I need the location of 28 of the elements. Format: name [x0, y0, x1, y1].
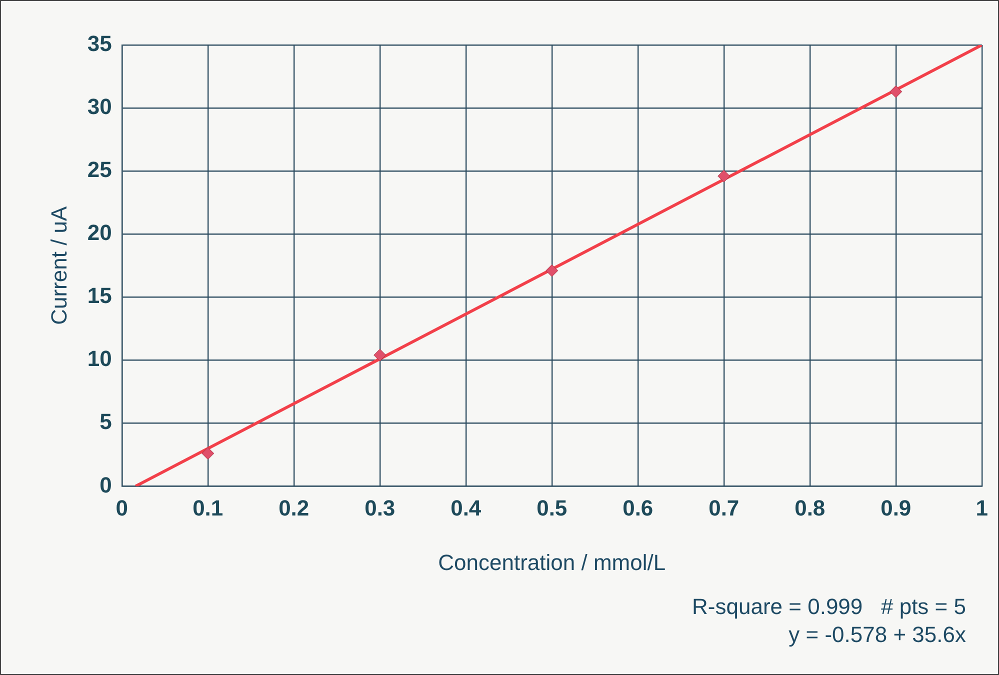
point	[374, 348, 386, 362]
text: R-square = 0.999 # pts = 5	[692, 593, 966, 621]
x-tick-label: 1	[976, 495, 988, 520]
y-tick-label: 15	[87, 283, 112, 308]
x-tick-label: 0.7	[708, 495, 740, 520]
x-tick-label: 0.8	[794, 495, 826, 520]
point	[546, 264, 558, 277]
y-tick-label: 10	[87, 346, 112, 372]
y-axis-title: Current / uA	[46, 206, 72, 325]
x-tick-label: 0.6	[622, 495, 654, 520]
x-axis-title: Concentration / mmol/L	[438, 550, 666, 575]
x-tick-label: 0.2	[278, 495, 310, 520]
y-tick-label: 20	[87, 220, 112, 246]
y-tick-label: 25	[87, 157, 112, 182]
point	[202, 447, 214, 460]
text: y = -0.578 + 35.6x	[788, 621, 966, 649]
point	[890, 85, 902, 98]
x-tick-label: 0.4	[450, 495, 482, 520]
x-tick-label: 0.1	[192, 495, 224, 520]
point	[718, 170, 730, 182]
x-tick-label: 0	[116, 495, 128, 520]
x-tick-label: 0.9	[880, 495, 912, 520]
y-tick-label: 5	[100, 409, 112, 434]
y-tick-label: 35	[87, 31, 112, 56]
x-tick-label: 0.3	[364, 495, 396, 520]
x-tick-label: 0.5	[536, 495, 568, 520]
y-tick-label: 30	[87, 94, 112, 120]
y-tick-label: 0	[100, 472, 112, 498]
